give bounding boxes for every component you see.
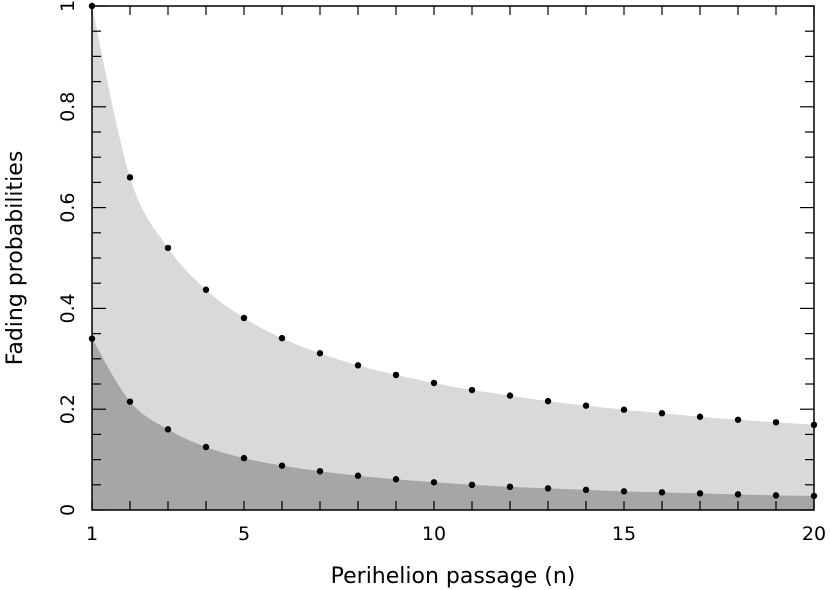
upper-series-point — [202, 286, 210, 293]
lower-series-point — [126, 398, 134, 405]
upper-series-point — [278, 334, 286, 342]
upper-series-point — [506, 392, 514, 399]
lower-series-point — [88, 335, 96, 342]
lower-series-point — [278, 462, 286, 469]
lower-series-point — [392, 476, 400, 483]
lower-series-point — [772, 492, 780, 499]
x-tick-label: 5 — [238, 523, 250, 545]
upper-series-point — [164, 244, 172, 252]
plot-frame — [91, 5, 815, 511]
upper-series-point — [734, 416, 742, 423]
upper-series-point — [88, 2, 96, 10]
x-tick-labels: 1 5 10 15 20 — [86, 523, 826, 545]
x-tick-label: 15 — [612, 523, 636, 545]
upper-series-point — [392, 371, 400, 379]
upper-series-point — [354, 362, 362, 369]
y-tick-label: 0.2 — [57, 394, 79, 424]
shaded-areas — [92, 6, 814, 510]
lower-series-point — [202, 443, 210, 451]
lower-series-point — [696, 490, 704, 497]
lower-series-area — [92, 338, 814, 510]
upper-series-area — [92, 6, 814, 510]
upper-series-point — [696, 413, 704, 420]
lower-series-point — [658, 489, 666, 496]
y-tick-label: 0.4 — [57, 293, 79, 323]
upper-series-point — [620, 406, 628, 413]
upper-series-point — [126, 174, 134, 181]
y-tick-label: 0 — [57, 504, 79, 516]
upper-series-point — [430, 379, 438, 387]
x-tick-label: 1 — [86, 523, 98, 545]
upper-series-point — [810, 421, 818, 429]
y-tick-label: 0.6 — [57, 192, 79, 222]
y-tick-label: 0.8 — [57, 92, 79, 122]
x-tick-label: 20 — [802, 523, 826, 545]
upper-series-point — [544, 397, 552, 405]
lower-series-point — [240, 454, 248, 462]
lower-series-point — [544, 485, 552, 492]
lower-series-point — [354, 472, 362, 479]
lower-series-point — [582, 486, 590, 494]
upper-series-point — [582, 402, 590, 409]
lower-series-point — [430, 479, 438, 486]
upper-series-point — [240, 314, 248, 322]
upper-series-point — [772, 419, 780, 426]
lower-series-point — [468, 481, 476, 488]
y-tick-labels: 0 0.2 0.4 0.6 0.8 1 — [57, 0, 79, 516]
lower-series-point — [316, 467, 324, 475]
lower-series-point — [620, 488, 628, 495]
y-tick-label: 1 — [57, 0, 79, 12]
lower-series-point — [810, 492, 818, 500]
lower-series-point — [734, 491, 742, 498]
x-axis-title: Perihelion passage (n) — [331, 564, 576, 589]
lower-series-point — [506, 483, 514, 491]
lower-series-point — [164, 426, 172, 433]
y-axis-title: Fading probabilities — [3, 151, 28, 366]
x-tick-label: 10 — [422, 523, 446, 545]
upper-series-point — [658, 410, 666, 417]
data-points — [88, 2, 818, 500]
upper-series-point — [468, 386, 476, 394]
upper-series-point — [316, 350, 324, 357]
